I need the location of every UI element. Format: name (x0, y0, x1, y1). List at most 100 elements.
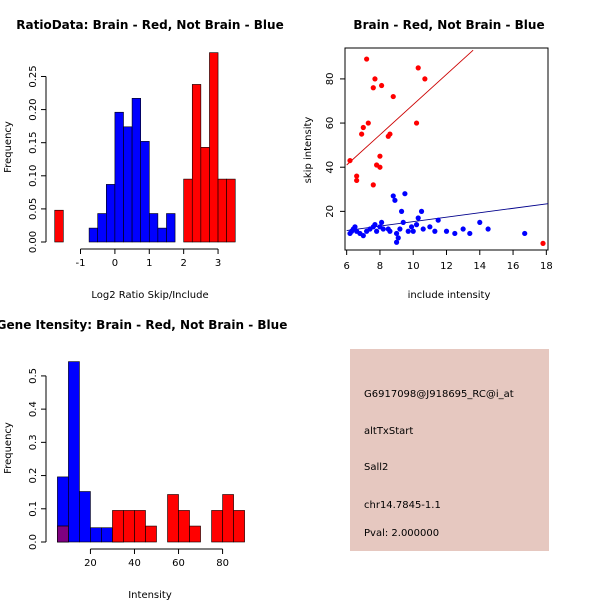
ratio-hist-bar-blue (166, 213, 176, 243)
scatter-point-blue (395, 235, 401, 241)
scatter-point-blue (477, 219, 483, 226)
ratio-hist-bar-red (200, 147, 210, 243)
scatter-point-red (354, 173, 360, 179)
intensity-hist-axes: 20 40 60 80 0.0 0.1 0.2 0.3 0.4 0.5 (28, 368, 229, 569)
ratio-hist-bar-blue (114, 111, 124, 243)
intensity-hist-bar-red (189, 525, 201, 543)
ratio-hist-bar-blue (157, 227, 167, 243)
ratio-hist-bar-blue (97, 213, 107, 243)
ratio-hist-x-tick-label: 1 (146, 258, 152, 269)
scatter-point-red (387, 131, 393, 137)
scatter-point-red (415, 65, 421, 71)
intensity-hist-y-tick-label: 0.5 (28, 368, 39, 384)
scatter-point-blue (427, 224, 433, 230)
scatter-point-red (364, 56, 370, 62)
ratio-histogram: RatioData: Brain - Red, Not Brain - Blue… (3, 18, 284, 301)
ratio-hist-bars (54, 52, 236, 243)
scatter-point-red (377, 153, 383, 159)
scatter-fit-line-red (346, 49, 474, 166)
scatter-point-red (379, 82, 385, 89)
scatter-point-blue (452, 230, 458, 237)
scatter-point-blue (410, 228, 416, 234)
scatter-point-blue (400, 219, 406, 226)
intensity-hist-bar-red (123, 510, 135, 543)
scatter-x-tick-label: 12 (440, 261, 453, 272)
scatter-x-tick-label: 6 (343, 261, 349, 272)
scatter-point-blue (415, 215, 421, 221)
location-text: chr14.7845-1.1 (364, 500, 441, 511)
scatter-point-blue (393, 230, 400, 237)
scatter-y-tick-label: 80 (325, 73, 336, 86)
ratio-hist-bar-red (183, 178, 193, 243)
scatter-point-blue (402, 191, 408, 197)
intensity-hist-bar-blue (68, 361, 80, 543)
ratio-hist-x-tick-label: 2 (180, 258, 186, 269)
scatter-point-red (422, 76, 428, 82)
intensity-hist-bar-blue (90, 527, 102, 543)
scatter-point-blue (392, 197, 398, 203)
info-panel-background (350, 349, 549, 551)
scatter-y-tick-label: 20 (325, 205, 336, 218)
scatter-point-blue (374, 228, 380, 234)
intensity-hist-y-tick-label: 0.0 (28, 534, 39, 550)
scatter-point-red (372, 76, 378, 82)
scatter-point-red (359, 131, 365, 137)
scatter-x-tick-label: 16 (507, 261, 520, 272)
ratio-hist-bar-blue (140, 141, 150, 243)
intensity-hist-bar-red (145, 525, 157, 543)
scatter-point-red (390, 93, 396, 100)
intensity-hist-x-tick-label: 20 (84, 558, 97, 569)
ratio-hist-bar-blue (131, 98, 141, 243)
intensity-hist-bar-red (134, 510, 146, 543)
scatter-point-red (370, 85, 376, 91)
intensity-hist-y-tick-label: 0.3 (28, 434, 39, 450)
scatter-point-blue (435, 217, 441, 223)
intensity-hist-x-tick-label: 60 (172, 558, 185, 569)
intensity-hist-xlabel: Intensity (128, 590, 172, 600)
intensity-hist-bar-blue (101, 527, 113, 543)
ratio-hist-y-tick-label: 0.05 (28, 198, 39, 220)
scatter-point-blue (397, 226, 403, 232)
scatter-y-tick-label: 40 (325, 161, 336, 174)
scatter-point-blue (380, 226, 386, 232)
intensity-hist-bar-blue (79, 491, 91, 543)
ratio-hist-axes: -1 0 1 2 3 0.00 0.05 0.10 0.15 0.20 0.25 (28, 65, 221, 269)
intensity-hist-x-tick-label: 40 (128, 558, 141, 569)
scatter-point-blue (485, 226, 491, 232)
ratio-hist-xlabel: Log2 Ratio Skip/Include (91, 290, 208, 301)
scatter-x-tick-label: 10 (407, 261, 420, 272)
scatter-ylabel: skip intensity (303, 117, 314, 184)
scatter-point-red (347, 157, 353, 164)
intensity-hist-y-tick-label: 0.4 (28, 401, 39, 417)
scatter-point-red (413, 120, 420, 126)
scatter-point-blue (398, 208, 405, 214)
ratio-hist-y-tick-label: 0.10 (28, 165, 39, 187)
ratio-hist-bar-red (226, 178, 236, 243)
scatter-title: Brain - Red, Not Brain - Blue (353, 18, 544, 32)
intensity-hist-y-tick-label: 0.1 (28, 501, 39, 517)
intensity-hist-bar-red (211, 510, 223, 543)
scatter-marks (346, 49, 549, 246)
scatter-x-tick-label: 8 (377, 261, 383, 272)
ratio-hist-y-tick-label: 0.15 (28, 132, 39, 154)
intensity-hist-bar-red (178, 510, 190, 543)
scatter-point-blue (387, 228, 393, 234)
probe-id-text: G6917098@J918695_RC@i_at (364, 389, 514, 400)
scatter-fit-line-blue (346, 203, 549, 232)
scatter-point-blue (420, 226, 426, 232)
scatter-point-blue (390, 193, 396, 199)
ratio-hist-bar-blue (148, 213, 159, 243)
scatter-point-blue (418, 208, 425, 214)
scatter-point-blue (352, 224, 358, 230)
scatter-point-blue (379, 219, 385, 226)
ratio-hist-bar-red (209, 52, 219, 243)
intensity-hist-bar-red (112, 510, 124, 543)
ratio-hist-bar-blue (123, 126, 133, 243)
event-type-text: altTxStart (364, 426, 413, 437)
scatter-x-tick-label: 14 (473, 261, 486, 272)
ratio-hist-ylabel: Frequency (3, 121, 14, 173)
scatter-point-red (377, 164, 383, 170)
intensity-hist-y-tick-label: 0.2 (28, 468, 39, 484)
ratio-hist-x-tick-label: -1 (76, 258, 86, 269)
